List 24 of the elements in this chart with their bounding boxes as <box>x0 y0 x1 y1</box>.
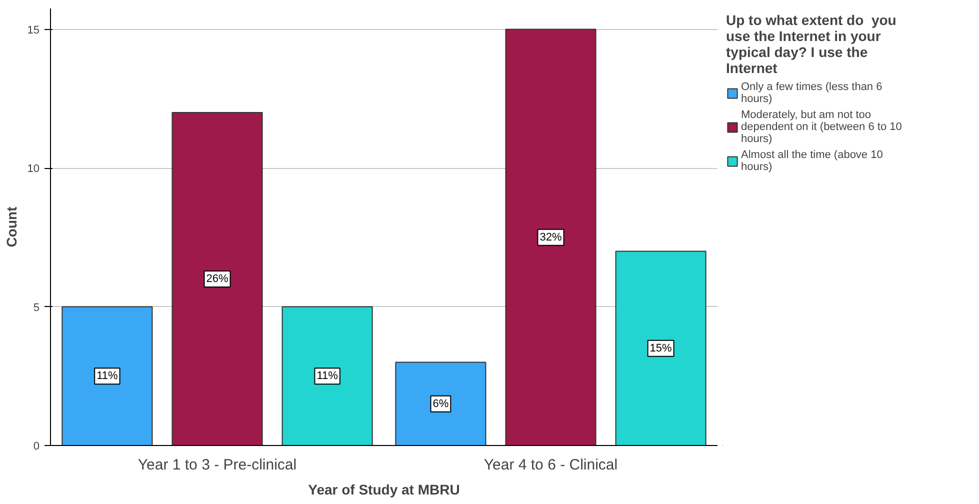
annotation: 26% <box>206 273 228 286</box>
y-axis-title: Count <box>3 206 20 248</box>
y-tick-label: 5 <box>33 302 40 314</box>
bar <box>62 306 153 446</box>
y-tick-label: 10 <box>27 163 40 176</box>
bar <box>505 28 596 446</box>
legend-label: Only a few times (less than 6 hours) <box>741 81 882 105</box>
x-tick-label: Year 4 to 6 - Clinical <box>484 456 618 474</box>
bar <box>282 306 373 446</box>
annotation: 15% <box>650 342 672 354</box>
x-axis-title: Year of Study at MBRU <box>308 482 460 498</box>
legend-label: Almost all the time (above 10 hours) <box>741 149 883 173</box>
legend-label: Moderately, but am not too dependent on it (between 6 to 10 hours) <box>741 109 902 145</box>
annotation: 11% <box>316 370 338 382</box>
y-tick-label: 0 <box>33 440 40 452</box>
bar <box>615 250 706 446</box>
y-tick-label: 15 <box>27 24 40 36</box>
bar <box>395 362 486 446</box>
legend-title: Up to what extent do you use the Internet in your typical day? I use the Internet <box>726 12 898 76</box>
annotation: 11% <box>96 370 118 382</box>
annotation: 32% <box>540 231 562 244</box>
x-tick-label: Year 1 to 3 - Pre-clinical <box>138 456 297 474</box>
annotation: 6% <box>432 398 449 410</box>
bar <box>172 112 263 446</box>
